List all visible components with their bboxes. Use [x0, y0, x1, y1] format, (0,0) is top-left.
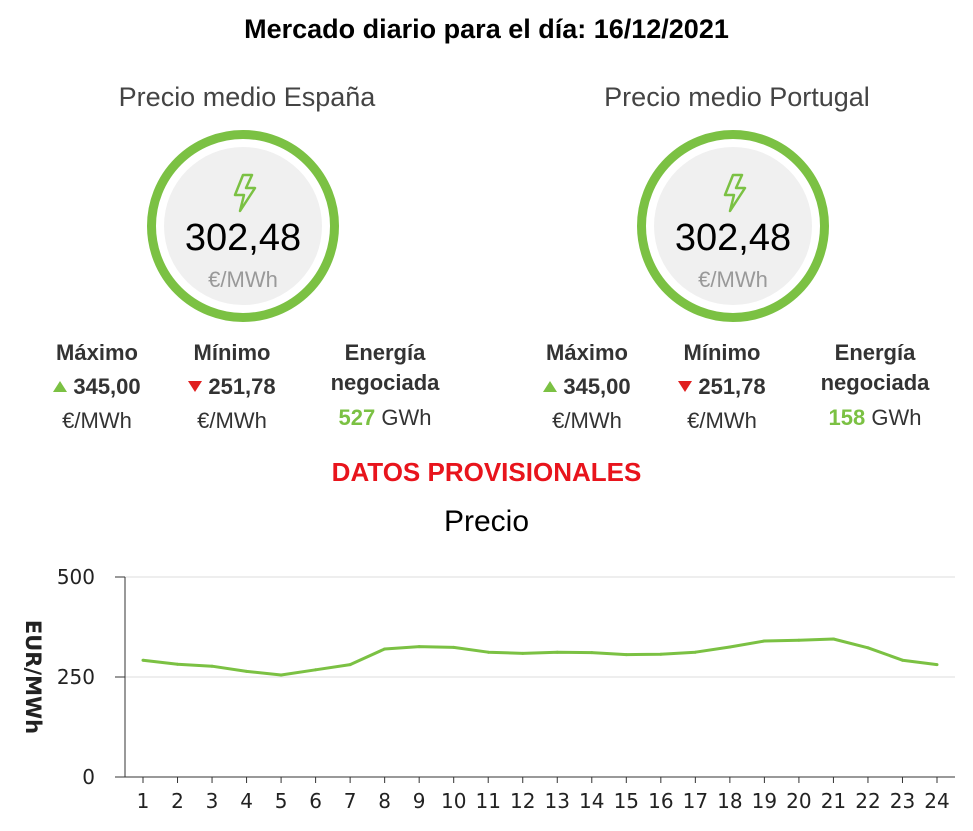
portugal-max-unit: €/MWh — [552, 408, 622, 433]
data-point — [245, 669, 249, 673]
data-point — [555, 650, 559, 654]
data-point — [279, 673, 283, 677]
down-arrow-icon — [188, 380, 203, 392]
up-arrow-icon — [543, 380, 558, 392]
data-point — [900, 658, 904, 662]
data-point — [452, 645, 456, 649]
portugal-min-value: 251,78 — [698, 374, 766, 399]
data-point — [176, 662, 180, 666]
spain-panel: Precio medio España 302,48 €/MWh Máximo … — [27, 82, 467, 442]
x-tick-label: 11 — [475, 789, 500, 813]
portugal-energy-value: 158 — [828, 405, 866, 430]
spain-max-stat: Máximo 345,00 €/MWh — [27, 338, 167, 436]
x-tick-label: 12 — [510, 789, 535, 813]
data-point — [693, 650, 697, 654]
spain-price-unit: €/MWh — [208, 267, 278, 292]
price-series-line — [142, 637, 938, 677]
spain-min-stat: Mínimo 251,78 €/MWh — [167, 338, 297, 436]
lightning-bolt-icon — [723, 173, 747, 213]
spain-min-value: 251,78 — [208, 374, 276, 399]
data-point — [590, 651, 594, 655]
x-tick-label: 21 — [821, 789, 846, 813]
x-tick-label: 24 — [924, 789, 949, 813]
data-point — [141, 658, 145, 662]
portugal-energy-stat: Energía negociada 158 GWh — [795, 338, 955, 438]
x-tick-label: 5 — [275, 789, 288, 813]
spain-energy-label-1: Energía — [344, 340, 426, 365]
x-tick-label: 3 — [206, 789, 219, 813]
spain-min-unit: €/MWh — [197, 408, 267, 433]
x-tick-label: 22 — [855, 789, 880, 813]
page-title: Mercado diario para el día: 16/12/2021 — [244, 14, 729, 44]
x-tick-label: 16 — [648, 789, 673, 813]
spain-energy-stat: Energía negociada 527 GWh — [305, 338, 465, 438]
portugal-price-unit: €/MWh — [698, 267, 768, 292]
portugal-panel: Precio medio Portugal 302,48 €/MWh Máxim… — [517, 82, 957, 442]
spain-energy-unit: GWh — [381, 405, 432, 430]
y-tick-label: 250 — [57, 665, 95, 689]
portugal-max-value: 345,00 — [563, 374, 631, 399]
x-tick-label: 8 — [378, 789, 391, 813]
data-point — [521, 651, 525, 655]
x-tick-label: 7 — [344, 789, 357, 813]
x-tick-label: 1 — [137, 789, 150, 813]
portugal-min-stat: Mínimo 251,78 €/MWh — [657, 338, 787, 436]
data-point — [935, 663, 939, 667]
portugal-max-label: Máximo — [546, 340, 628, 365]
spain-energy-value: 527 — [338, 405, 376, 430]
spain-min-label: Mínimo — [193, 340, 271, 365]
spain-max-label: Máximo — [56, 340, 138, 365]
spain-energy-label-2: negociada — [330, 370, 440, 395]
spain-price-gauge: 302,48 €/MWh — [147, 130, 339, 322]
x-tick-label: 4 — [240, 789, 253, 813]
provisional-data-notice: DATOS PROVISIONALES — [331, 457, 642, 487]
data-point — [762, 639, 766, 643]
x-tick-label: 15 — [614, 789, 639, 813]
data-point — [831, 637, 835, 641]
data-point — [314, 668, 318, 672]
lightning-bolt-icon — [233, 173, 257, 213]
portugal-energy-label-2: negociada — [820, 370, 930, 395]
x-tick-label: 19 — [752, 789, 777, 813]
data-point — [624, 653, 628, 657]
data-point — [417, 645, 421, 649]
data-point — [486, 650, 490, 654]
x-tick-label: 18 — [717, 789, 742, 813]
y-tick-label: 500 — [57, 565, 95, 589]
portugal-energy-label-1: Energía — [834, 340, 916, 365]
x-tick-label: 14 — [579, 789, 604, 813]
portugal-min-unit: €/MWh — [687, 408, 757, 433]
data-point — [659, 652, 663, 656]
portugal-max-stat: Máximo 345,00 €/MWh — [517, 338, 657, 436]
x-tick-label: 9 — [413, 789, 426, 813]
portugal-price-gauge: 302,48 €/MWh — [637, 130, 829, 322]
chart-title: Precio — [443, 505, 530, 538]
data-point — [383, 647, 387, 651]
spain-panel-title: Precio medio España — [118, 82, 376, 112]
portugal-average-price: 302,48 — [674, 217, 792, 259]
data-point — [210, 664, 214, 668]
y-tick-label: 0 — [82, 765, 95, 789]
spain-max-unit: €/MWh — [62, 408, 132, 433]
data-point — [797, 638, 801, 642]
x-tick-label: 13 — [545, 789, 570, 813]
portugal-panel-title: Precio medio Portugal — [604, 82, 870, 112]
x-tick-label: 23 — [890, 789, 915, 813]
y-axis-label: EUR/MWh — [21, 620, 45, 734]
down-arrow-icon — [678, 380, 693, 392]
x-tick-label: 20 — [786, 789, 811, 813]
up-arrow-icon — [53, 380, 68, 392]
x-tick-label: 2 — [171, 789, 184, 813]
portugal-min-label: Mínimo — [683, 340, 761, 365]
data-point — [866, 646, 870, 650]
data-point — [348, 663, 352, 667]
portugal-energy-unit: GWh — [871, 405, 922, 430]
data-point — [728, 645, 732, 649]
x-tick-label: 10 — [441, 789, 466, 813]
x-tick-label: 17 — [683, 789, 708, 813]
x-tick-label: 6 — [309, 789, 322, 813]
spain-average-price: 302,48 — [184, 217, 302, 259]
spain-max-value: 345,00 — [73, 374, 141, 399]
